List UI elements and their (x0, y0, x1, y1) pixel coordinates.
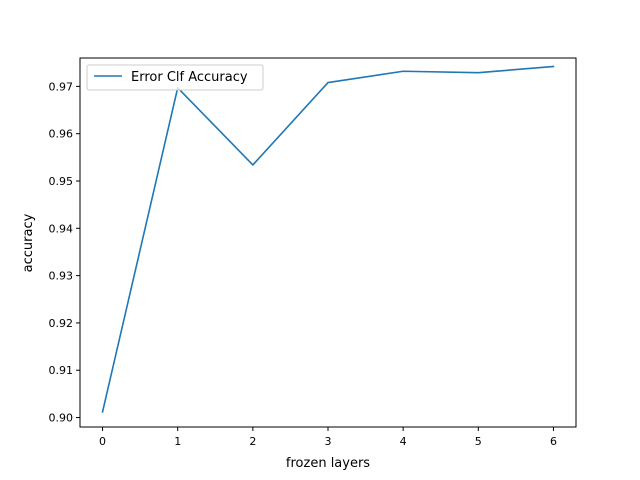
x-axis-label: frozen layers (286, 456, 370, 471)
x-tick-label: 0 (99, 435, 106, 448)
y-tick-label: 0.97 (49, 80, 74, 93)
legend: Error Clf Accuracy (86, 64, 264, 91)
y-tick-label: 0.95 (49, 175, 74, 188)
y-tick-label: 0.91 (49, 364, 74, 377)
y-tick-label: 0.93 (49, 270, 74, 283)
x-tick-label: 2 (249, 435, 256, 448)
x-tick-label: 4 (400, 435, 407, 448)
y-tick-label: 0.90 (49, 412, 74, 425)
x-tick-label: 5 (475, 435, 482, 448)
legend-box (86, 64, 264, 91)
y-tick-label: 0.96 (49, 128, 74, 141)
y-axis-ticks: 0.90 0.91 0.92 0.93 0.94 0.95 0.96 0.97 (49, 80, 80, 425)
legend-label: Error Clf Accuracy (131, 70, 248, 85)
x-tick-label: 1 (174, 435, 181, 448)
y-tick-label: 0.94 (49, 222, 74, 235)
x-tick-label: 3 (325, 435, 332, 448)
x-axis-ticks: 0 1 2 3 4 5 6 (99, 427, 557, 448)
y-axis-label: accuracy (21, 213, 36, 272)
x-tick-label: 6 (550, 435, 557, 448)
axes-frame (79, 57, 577, 428)
y-tick-label: 0.92 (49, 317, 74, 330)
